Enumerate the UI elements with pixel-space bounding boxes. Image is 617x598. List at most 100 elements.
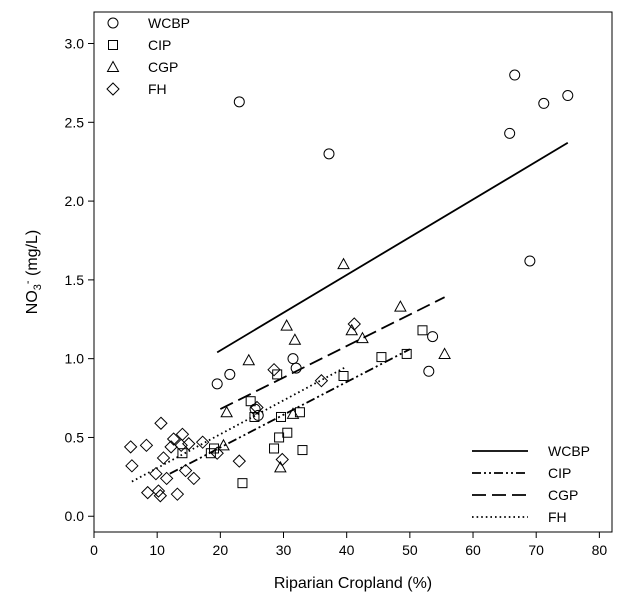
x-tick-label: 0 (90, 542, 98, 558)
point-wcbp (524, 255, 536, 267)
plot-frame (93, 11, 613, 533)
x-tick-label: 80 (592, 542, 608, 558)
point-wcbp (224, 368, 236, 380)
y-axis-title: NO3- (mg/L) (22, 230, 44, 314)
x-axis-title: Riparian Cropland (%) (274, 575, 432, 592)
point-wcbp (504, 127, 516, 139)
point-cip (401, 348, 412, 359)
point-wcbp (509, 69, 521, 81)
point-fh (232, 454, 246, 468)
y-tick-label: 1.0 (65, 351, 85, 367)
legend-line-label-cip: CIP (548, 465, 571, 481)
point-fh (125, 459, 139, 473)
line-legend: WCBP CIP CGP FH (472, 443, 590, 525)
legend-line-label-cgp: CGP (548, 487, 578, 503)
x-tick-label: 30 (276, 542, 292, 558)
point-fh (175, 427, 190, 442)
point-cgp (438, 347, 451, 359)
point-fh (195, 435, 210, 449)
legend-line-label-fh: FH (548, 509, 567, 525)
point-cgp (220, 405, 234, 418)
point-cip (245, 396, 256, 407)
point-fh (347, 317, 361, 331)
point-fh (159, 471, 174, 486)
point-cip (237, 478, 248, 489)
point-fh (178, 463, 193, 478)
point-cip (376, 352, 387, 363)
point-cgp (286, 407, 300, 419)
point-fh (149, 466, 163, 481)
y-axis-title-sup: - (22, 280, 34, 284)
legend-label-wcbp: WCBP (148, 15, 190, 31)
point-wcbp (290, 362, 302, 374)
y-tick-label: 1.5 (65, 272, 85, 288)
point-fh (182, 437, 196, 451)
point-cip (275, 411, 286, 422)
legend-label-cgp: CGP (148, 59, 178, 75)
marker-legend: WCBP CIP CGP FH (106, 15, 190, 97)
point-fh (275, 452, 289, 467)
point-cgp (242, 353, 256, 366)
x-tick-label: 70 (528, 542, 544, 558)
legend-marker-wcbp (107, 17, 119, 29)
point-fh (210, 446, 224, 460)
point-cgp (356, 331, 369, 344)
x-tick-label: 60 (465, 542, 481, 558)
point-fh (314, 374, 329, 388)
x-axis: 0 10 20 30 40 50 60 70 80 (90, 532, 607, 558)
fit-lines (131, 142, 569, 483)
point-fh (170, 487, 185, 501)
y-tick-label: 3.0 (65, 36, 85, 52)
x-tick-label: 10 (149, 542, 165, 558)
point-cip (297, 445, 308, 456)
point-wcbp (252, 409, 264, 421)
x-tick-label: 50 (402, 542, 418, 558)
legend-label-fh: FH (148, 81, 167, 97)
point-wcbp (323, 148, 335, 160)
point-wcbp (287, 353, 299, 365)
point-cgp (274, 460, 287, 473)
legend-line-label-wcbp: WCBP (548, 443, 590, 459)
data-markers (123, 69, 574, 503)
y-tick-label: 2.0 (65, 193, 85, 209)
y-axis-title-sub: 3 (32, 284, 44, 290)
point-wcbp (427, 331, 439, 343)
point-fh (156, 451, 171, 465)
point-cip (272, 369, 283, 380)
y-tick-label: 0.5 (65, 429, 85, 445)
fit-line-cgp (219, 296, 445, 410)
point-cgp (345, 323, 359, 336)
point-cip (417, 325, 428, 336)
point-fh (154, 416, 168, 430)
x-tick-label: 40 (339, 542, 355, 558)
point-cip (282, 427, 293, 438)
legend-marker-cip (108, 40, 118, 50)
point-cip (338, 371, 349, 381)
fit-line-cip (169, 348, 411, 475)
y-axis: 0.0 0.5 1.0 1.5 2.0 2.5 3.0 (65, 36, 94, 524)
y-axis-title-unit: (mg/L) (24, 230, 41, 281)
point-cip (249, 411, 260, 422)
y-tick-label: 2.5 (65, 114, 85, 130)
point-wcbp (562, 90, 574, 102)
point-fh (151, 484, 166, 498)
point-fh (166, 432, 181, 446)
point-cgp (394, 300, 407, 312)
point-fh (187, 471, 201, 486)
point-fh (267, 362, 281, 377)
legend-marker-fh (106, 82, 120, 96)
point-cip (269, 443, 280, 454)
point-fh (123, 440, 138, 454)
point-fh (250, 400, 264, 415)
legend-label-cip: CIP (148, 37, 171, 53)
point-wcbp (423, 365, 435, 377)
point-fh (174, 438, 188, 453)
point-wcbp (538, 97, 550, 109)
point-fh (153, 489, 168, 503)
point-cgp (337, 257, 350, 270)
point-cip (274, 432, 285, 443)
legend-marker-cgp (106, 60, 120, 72)
fit-line-fh (131, 365, 348, 483)
y-axis-title-main: NO (24, 290, 41, 314)
